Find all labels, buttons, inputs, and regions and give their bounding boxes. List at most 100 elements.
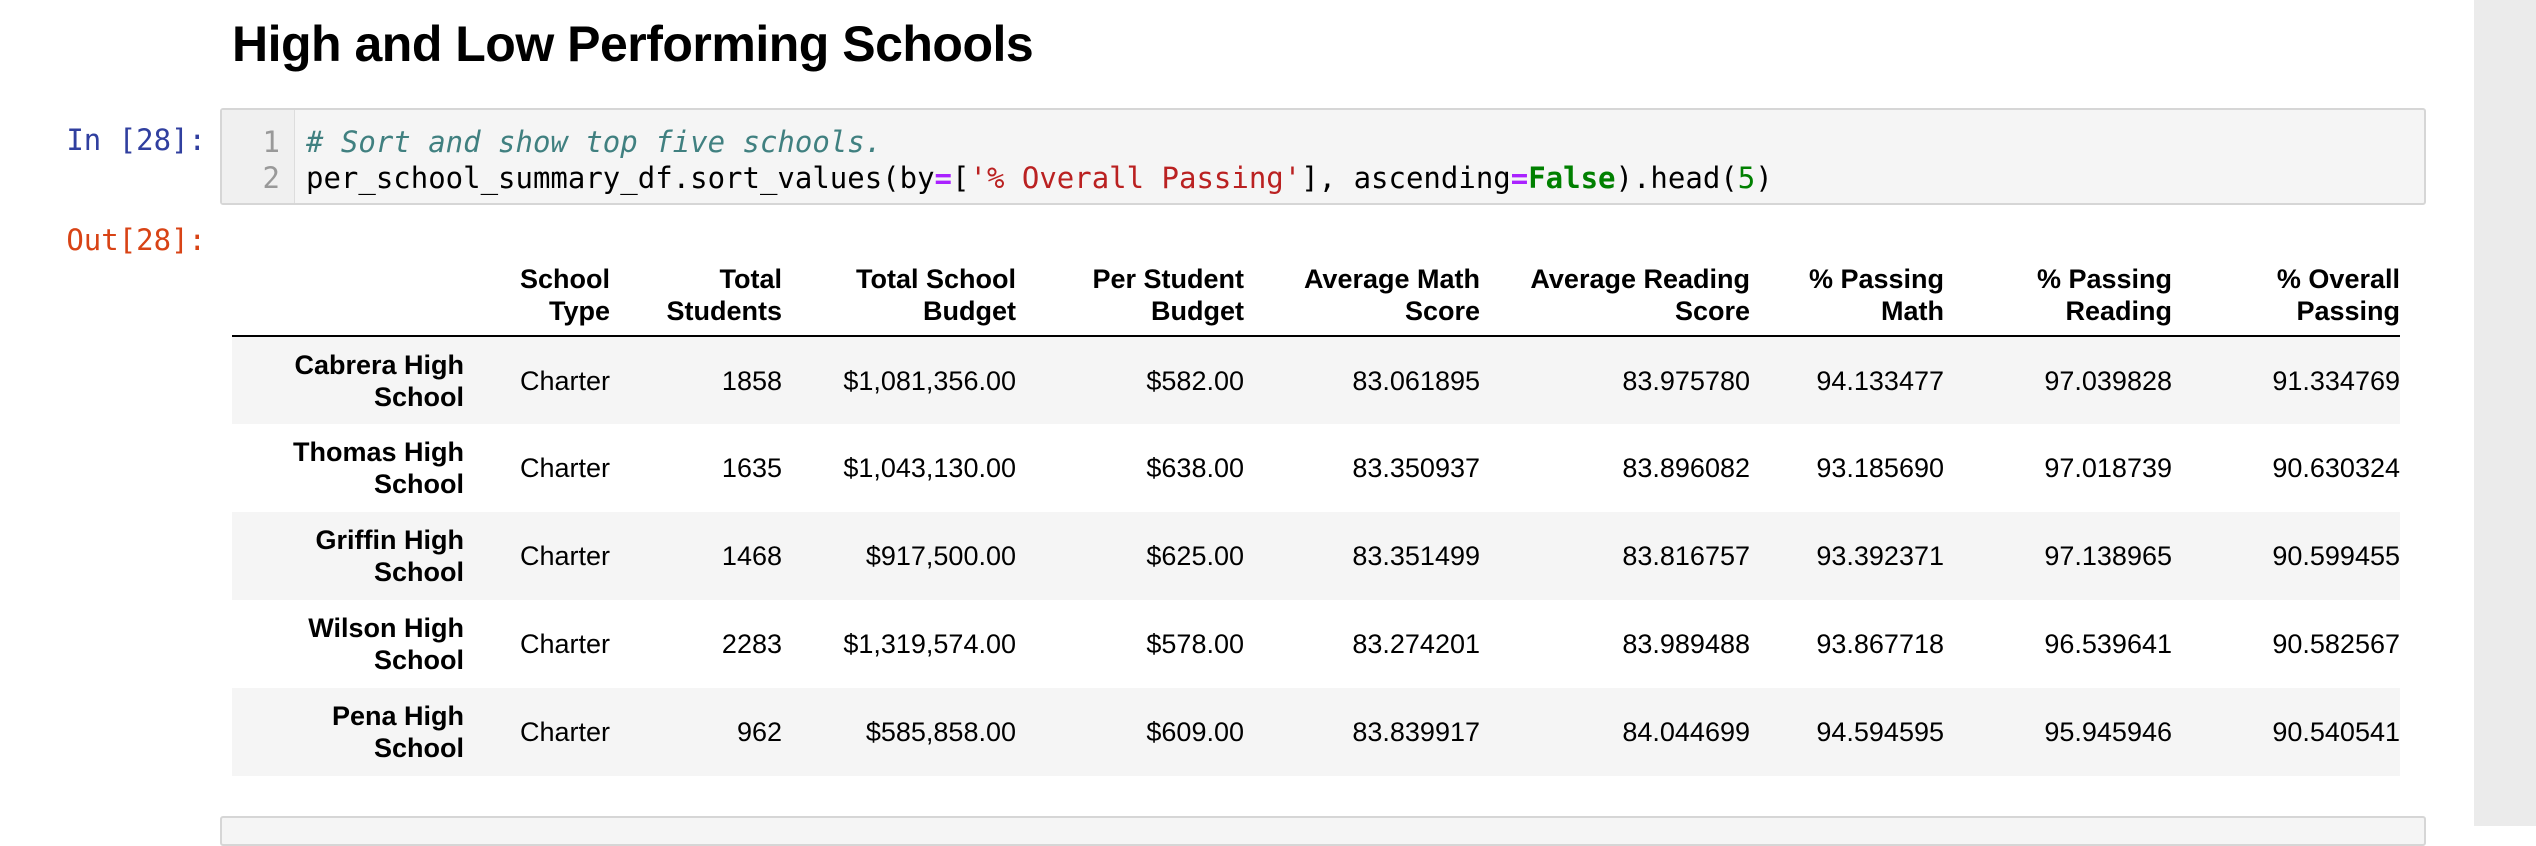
column-header-line: Total School	[856, 264, 1016, 294]
table-cell: 83.975780	[1622, 365, 1750, 396]
column-header-line: Average Math	[1303, 264, 1480, 294]
row-index-line: Thomas High	[292, 437, 464, 467]
table-row: Cabrera High School Charter 1858 $1,081,3…	[232, 336, 2400, 424]
table-cell: 90.540541	[2272, 717, 2400, 747]
row-index-line: Wilson High	[308, 613, 464, 643]
table-cell: 1635	[721, 453, 782, 483]
input-prompt: In [28]:	[66, 123, 206, 157]
table-cell: $1,081,356.00	[843, 365, 1016, 396]
row-index-line: Cabrera High	[294, 349, 464, 380]
column-header-line: Reading	[2065, 296, 2172, 326]
table-cell: 94.594595	[1816, 717, 1944, 747]
table-cell: 93.185690	[1816, 453, 1944, 483]
dataframe-table: School Type Total Students Total School Bud…	[232, 255, 2400, 776]
code-line-1[interactable]: # Sort and show top five schools.	[306, 124, 882, 160]
code-cell-input[interactable]: 1 2 # Sort and show top five schools. pe…	[220, 108, 2426, 205]
dataframe-output: School Type Total Students Total School Bud…	[232, 255, 2400, 776]
column-header-line: Total	[719, 264, 783, 294]
next-code-cell[interactable]	[220, 816, 2426, 846]
column-header-line: % Passing	[1808, 264, 1944, 294]
row-index-line: School	[373, 381, 464, 412]
code-operator: =	[1510, 161, 1529, 195]
column-header: Average Reading Score	[1480, 255, 1750, 337]
row-index-line: School	[373, 557, 464, 587]
table-row: Griffin High School Charter 1468 $917,500…	[232, 512, 2400, 600]
table-cell: $625.00	[1146, 541, 1244, 571]
table-cell: 1468	[721, 541, 782, 571]
row-index: Pena High School	[232, 688, 464, 776]
table-cell: 2283	[721, 629, 782, 659]
table-cell: 83.274201	[1352, 629, 1480, 659]
table-row: Wilson High School Charter 2283 $1,319,57…	[232, 600, 2400, 688]
table-header-row: School Type Total Students Total School Bud…	[232, 255, 2400, 337]
table-cell: 83.351499	[1352, 541, 1480, 571]
column-header: School Type	[464, 255, 610, 337]
table-cell: 91.334769	[2272, 365, 2400, 396]
table-cell: $1,319,574.00	[843, 629, 1016, 659]
column-header: Average Math Score	[1244, 255, 1480, 337]
code-token: ], ascending	[1301, 161, 1511, 195]
row-index-line: Pena High	[331, 701, 464, 731]
line-number-gutter: 1 2	[222, 110, 295, 203]
table-cell: 96.539641	[2044, 629, 2172, 659]
table-cell: 84.044699	[1622, 717, 1750, 747]
table-cell: 83.816757	[1622, 541, 1750, 571]
column-header: % Passing Reading	[1944, 255, 2172, 337]
row-index: Cabrera High School	[232, 336, 464, 424]
column-header: % Passing Math	[1750, 255, 1944, 337]
column-header: Total School Budget	[782, 255, 1016, 337]
table-cell: 93.392371	[1816, 541, 1944, 571]
row-index-line: Griffin High	[315, 525, 464, 555]
table-cell: $609.00	[1146, 717, 1244, 747]
column-header-line: School	[519, 264, 610, 294]
column-header-line: Type	[548, 296, 610, 326]
table-cell: 83.989488	[1622, 629, 1750, 659]
column-header: Total Students	[610, 255, 783, 337]
line-number: 2	[262, 161, 280, 195]
table-cell: 94.133477	[1816, 365, 1944, 396]
row-index: Griffin High School	[232, 512, 464, 600]
code-keyword: False	[1528, 161, 1616, 195]
table-cell: 97.039828	[2044, 365, 2172, 396]
column-header-line: % Passing	[2036, 264, 2172, 294]
notebook-right-scroll-gutter	[2474, 0, 2536, 826]
table-cell: $578.00	[1146, 629, 1244, 659]
table-cell: Charter	[519, 717, 610, 747]
column-header-line: Budget	[923, 296, 1016, 326]
table-cell: Charter	[519, 365, 610, 396]
table-cell: 83.350937	[1352, 453, 1480, 483]
row-index: Thomas High School	[232, 424, 464, 512]
index-header	[232, 255, 464, 337]
code-token: per_school_summary_df.sort_values(by	[306, 161, 935, 195]
table-cell: 97.018739	[2044, 453, 2172, 483]
table-cell: 93.867718	[1816, 629, 1944, 659]
code-comment: # Sort and show top five schools.	[306, 125, 883, 159]
row-index-line: School	[373, 733, 464, 763]
column-header: % Overall Passing	[2172, 255, 2400, 337]
table-cell: $638.00	[1146, 453, 1244, 483]
table-cell: $585,858.00	[865, 717, 1016, 747]
code-line-2[interactable]: per_school_summary_df.sort_values(by=['%…	[306, 160, 1773, 196]
table-cell: 97.138965	[2044, 541, 2172, 571]
column-header: Per Student Budget	[1016, 255, 1244, 337]
column-header-line: Average Reading	[1530, 264, 1750, 294]
line-number: 1	[262, 125, 280, 159]
table-cell: $917,500.00	[865, 541, 1016, 571]
code-token: )	[1755, 161, 1773, 195]
table-cell: Charter	[519, 629, 610, 659]
table-cell: 90.630324	[2272, 453, 2400, 483]
table-cell: $1,043,130.00	[843, 453, 1016, 483]
column-header-line: Budget	[1151, 296, 1244, 326]
column-header-line: Per Student	[1092, 264, 1244, 294]
row-index-line: School	[373, 645, 464, 675]
column-header-line: % Overall	[2276, 264, 2400, 294]
section-heading: High and Low Performing Schools	[232, 16, 1034, 72]
column-header-line: Math	[1881, 296, 1944, 326]
table-cell: 90.599455	[2272, 541, 2400, 571]
code-token: ).head(	[1615, 161, 1738, 195]
table-cell: 83.896082	[1622, 453, 1750, 483]
table-row: Thomas High School Charter 1635 $1,043,13…	[232, 424, 2400, 512]
column-header-line: Score	[1674, 296, 1750, 326]
column-header-line: Passing	[2296, 296, 2400, 326]
table-row: Pena High School Charter 962 $585,858.00 …	[232, 688, 2400, 776]
